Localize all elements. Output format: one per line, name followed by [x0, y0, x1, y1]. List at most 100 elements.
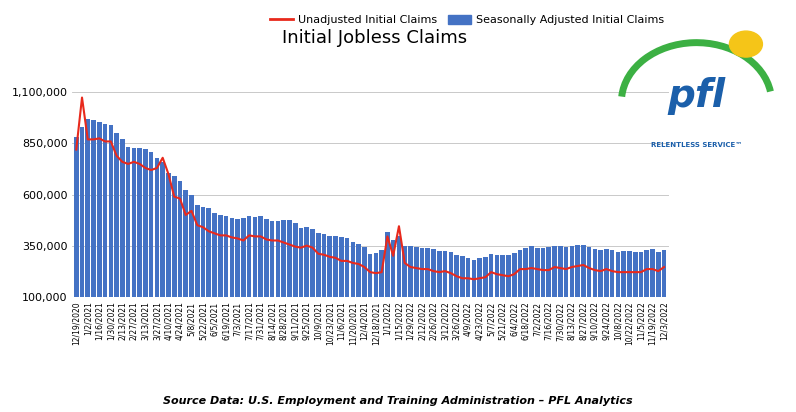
Bar	[460, 276, 465, 317]
Text: Initial Jobless Claims: Initial Jobless Claims	[282, 29, 466, 47]
Bar	[316, 254, 321, 317]
Bar	[327, 236, 332, 297]
Bar	[661, 250, 666, 297]
Bar	[241, 218, 246, 297]
Bar	[213, 233, 217, 317]
Bar	[85, 119, 90, 297]
Bar	[143, 149, 148, 297]
Bar	[661, 270, 666, 317]
Bar	[224, 236, 228, 317]
Bar	[201, 207, 205, 297]
Bar	[512, 273, 517, 317]
Bar	[298, 249, 303, 317]
Bar	[264, 219, 269, 297]
Bar	[206, 228, 211, 317]
Bar	[437, 271, 442, 317]
Bar	[195, 205, 200, 297]
Bar	[552, 266, 557, 317]
Bar	[431, 249, 436, 297]
Bar	[362, 267, 367, 317]
Bar	[368, 274, 373, 317]
Bar	[357, 243, 361, 297]
Bar	[143, 169, 148, 317]
Bar	[287, 220, 292, 297]
Bar	[396, 257, 401, 317]
Bar	[373, 253, 378, 297]
Bar	[558, 246, 563, 297]
Bar	[638, 252, 643, 297]
Bar	[455, 275, 458, 317]
Bar	[656, 272, 661, 317]
Bar	[115, 154, 119, 317]
Bar	[478, 278, 482, 317]
Bar	[517, 270, 522, 317]
Bar	[460, 256, 465, 297]
Bar	[183, 211, 188, 317]
Bar	[599, 250, 603, 297]
Bar	[368, 254, 373, 297]
Bar	[259, 236, 263, 317]
Bar	[97, 122, 102, 297]
Bar	[345, 259, 349, 317]
Bar	[581, 265, 586, 317]
Bar	[564, 267, 568, 317]
Bar	[414, 247, 419, 297]
Bar	[282, 241, 286, 317]
Bar	[293, 243, 298, 317]
Bar	[74, 158, 79, 317]
Bar	[540, 248, 545, 297]
Bar	[483, 277, 488, 317]
Bar	[334, 236, 338, 297]
Bar	[650, 269, 655, 317]
Bar	[547, 267, 551, 317]
Bar	[206, 208, 211, 297]
Bar	[391, 241, 396, 297]
Bar	[229, 218, 234, 297]
Bar	[213, 213, 217, 297]
Bar	[108, 145, 113, 317]
Bar	[373, 273, 378, 317]
Bar	[506, 255, 511, 297]
Bar	[604, 269, 609, 317]
Bar	[569, 266, 574, 317]
Bar	[218, 235, 223, 317]
Bar	[552, 246, 557, 297]
Bar	[489, 274, 494, 317]
Bar	[275, 221, 280, 297]
Bar	[569, 246, 574, 297]
Bar	[236, 219, 240, 297]
Bar	[517, 250, 522, 297]
Bar	[322, 234, 326, 297]
Bar	[108, 125, 113, 297]
Bar	[224, 216, 228, 297]
Bar	[282, 220, 286, 297]
Bar	[201, 227, 205, 317]
Bar	[115, 133, 119, 297]
Bar	[471, 260, 476, 297]
Bar	[627, 250, 632, 297]
Circle shape	[729, 31, 763, 57]
Bar	[408, 266, 413, 317]
Bar	[380, 250, 384, 297]
Bar	[494, 275, 499, 317]
Bar	[339, 237, 344, 297]
Bar	[247, 216, 252, 297]
Bar	[80, 127, 84, 297]
Bar	[576, 245, 580, 297]
Bar	[529, 246, 534, 297]
Bar	[131, 168, 136, 317]
Bar	[293, 223, 298, 297]
Bar	[443, 271, 447, 317]
Bar	[160, 162, 165, 297]
Bar	[131, 147, 136, 297]
Bar	[604, 249, 609, 297]
Bar	[610, 250, 615, 297]
Bar	[310, 250, 315, 317]
Bar	[362, 247, 367, 297]
Bar	[638, 272, 643, 317]
Bar	[564, 247, 568, 297]
Bar	[154, 158, 159, 297]
Bar	[391, 261, 396, 317]
Bar	[85, 139, 90, 317]
Bar	[540, 268, 545, 317]
